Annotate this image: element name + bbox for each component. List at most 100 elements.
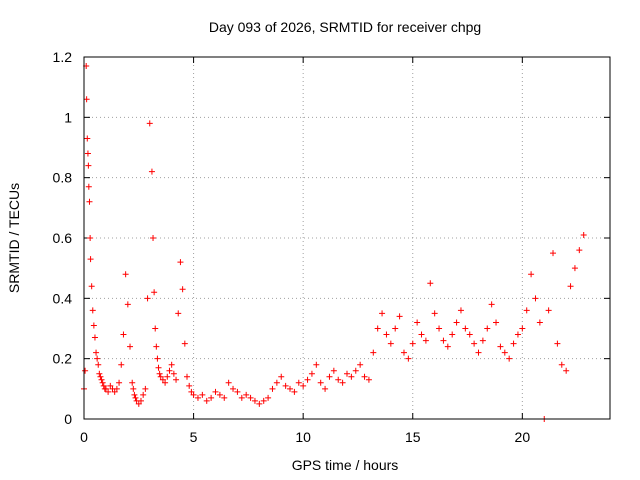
data-point [156,370,163,377]
data-point [418,331,425,338]
data-point [118,361,125,368]
data-point [190,391,197,398]
data-point [400,349,407,356]
data-point [567,283,574,290]
data-point [326,373,333,380]
x-axis-label: GPS time / hours [292,457,399,473]
data-point [230,385,237,392]
data-point [179,286,186,293]
data-point [278,373,285,380]
x-tick-label: 15 [405,429,421,445]
y-tick-label: 0.6 [53,230,73,246]
data-point [493,319,500,326]
data-point [444,343,451,350]
data-point [322,385,329,392]
data-point [199,391,206,398]
data-point [528,271,535,278]
data-point [291,388,298,395]
data-point [86,198,93,205]
data-point [157,373,164,380]
data-point [427,280,434,287]
data-point [313,361,320,368]
data-point [440,337,447,344]
data-point [462,325,469,332]
data-point [225,379,232,386]
data-point [97,373,104,380]
x-tick-label: 10 [295,429,311,445]
data-point [405,355,412,362]
data-point [488,301,495,308]
data-point [475,349,482,356]
data-point [304,376,311,383]
data-point [131,391,138,398]
data-point [545,307,552,314]
data-point [153,343,160,350]
data-point [339,379,346,386]
data-point [396,313,403,320]
data-point [85,183,92,190]
data-point [238,394,245,401]
data-point [87,256,94,263]
data-point [352,367,359,374]
data-point [94,355,101,362]
data-point [431,310,438,317]
data-point [144,295,151,302]
data-point [466,331,473,338]
y-tick-label: 0.2 [53,351,73,367]
data-point [95,361,102,368]
data-point [188,388,195,395]
data-point [135,400,142,407]
x-tick-label: 5 [190,429,198,445]
data-point [357,361,364,368]
data-point [514,331,521,338]
data-point [300,382,307,389]
data-point [212,388,219,395]
data-point [98,376,105,383]
data-point [558,361,565,368]
data-point [506,355,513,362]
data-point [100,382,107,389]
data-point [243,391,250,398]
y-tick-label: 0.8 [53,170,73,186]
data-point [168,361,175,368]
data-point [379,310,386,317]
data-point [177,259,184,266]
data-point [554,340,561,347]
data-point [536,319,543,326]
data-points [81,63,587,422]
data-point [221,394,228,401]
data-point [83,96,90,103]
data-point [90,322,97,329]
data-point [124,301,131,308]
data-point [484,325,491,332]
data-point [269,385,276,392]
data-point [152,325,159,332]
data-point [186,382,193,389]
data-point [105,388,112,395]
data-point [129,379,136,386]
data-point [422,337,429,344]
data-point [260,397,267,404]
data-point [361,373,368,380]
data-point [87,235,94,241]
data-point [162,379,169,386]
data-point [370,349,377,356]
x-tick-labels: 0 5 10 15 20 [80,429,530,445]
data-point [102,385,109,392]
data-point [519,325,526,332]
data-point [116,379,123,386]
data-point [335,376,342,383]
data-point [148,168,155,175]
data-point [330,367,337,374]
data-point [510,340,517,347]
data-point [175,310,182,317]
data-point [91,334,98,341]
data-point [287,385,294,392]
data-point [571,265,578,272]
grid-lines [84,57,610,419]
data-point [414,319,421,326]
data-point [142,385,149,392]
data-point [295,379,302,386]
data-point [184,373,191,380]
